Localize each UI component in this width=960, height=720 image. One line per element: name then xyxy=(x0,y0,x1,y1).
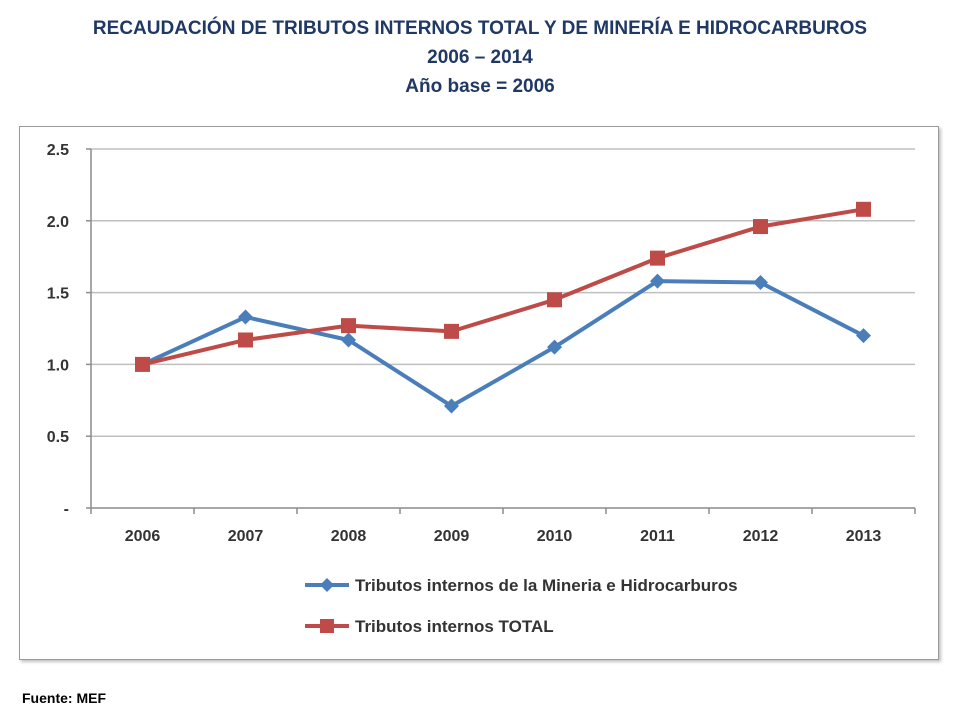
y-tick-label: - xyxy=(64,501,69,518)
chart-period: 2006 – 2014 xyxy=(427,47,533,68)
series-2-point xyxy=(238,332,253,348)
series-line-1 xyxy=(141,279,865,409)
series-2-point xyxy=(650,250,665,266)
x-tick-label: 2006 xyxy=(125,528,161,545)
chart-title-block: RECAUDACIÓN DE TRIBUTOS INTERNOS TOTAL Y… xyxy=(0,14,960,101)
legend: Tributos internos de la Mineria e Hidroc… xyxy=(305,576,738,636)
legend-label-2: Tributos internos TOTAL xyxy=(355,617,554,636)
x-tick-label: 2009 xyxy=(434,528,470,545)
x-tick-label: 2010 xyxy=(537,528,573,545)
legend-marker-2 xyxy=(320,619,334,633)
y-tick-label: 1.0 xyxy=(47,357,69,374)
series-1-point xyxy=(341,332,356,348)
series-2-point xyxy=(547,292,562,308)
x-tick-label: 2011 xyxy=(640,528,675,545)
y-tick-label: 2.5 xyxy=(47,142,69,159)
series-1-point xyxy=(547,339,562,355)
y-tick-label: 0.5 xyxy=(47,429,69,446)
y-tick-label: 2.0 xyxy=(47,214,69,231)
grid-layer xyxy=(91,148,915,437)
x-tick-label: 2007 xyxy=(228,528,264,545)
axis-layer: - 0.5 1.0 1.5 2.0 2.5 2006 2007 2008 2009 2010 2011… xyxy=(47,142,916,545)
series-2-point xyxy=(856,201,871,217)
legend-label-1: Tributos internos de la Mineria e Hidroc… xyxy=(355,576,738,595)
series-2-point xyxy=(753,219,768,235)
x-tick-label: 2008 xyxy=(331,528,367,545)
series-1-point xyxy=(753,275,768,291)
y-tick-label: 1.5 xyxy=(47,286,69,303)
x-tick-label: 2012 xyxy=(743,528,779,545)
series-layer xyxy=(135,201,871,414)
series-1-point xyxy=(444,398,459,414)
x-tick-label: 2013 xyxy=(846,528,882,545)
series-1-point xyxy=(856,328,871,344)
chart-title: RECAUDACIÓN DE TRIBUTOS INTERNOS TOTAL Y… xyxy=(92,18,868,39)
chart-frame: - 0.5 1.0 1.5 2.0 2.5 2006 2007 2008 2009 2010 2011… xyxy=(19,126,939,660)
series-2-point xyxy=(135,356,150,372)
series-line-2 xyxy=(142,207,864,367)
line-chart: - 0.5 1.0 1.5 2.0 2.5 2006 2007 2008 2009 2010 2011… xyxy=(47,142,916,636)
chart-base-year: Año base = 2006 xyxy=(405,76,555,97)
series-1-point xyxy=(238,309,253,325)
series-2-point xyxy=(444,323,459,339)
series-2-point xyxy=(341,318,356,334)
source-note: Fuente: MEF xyxy=(22,690,106,706)
series-1-point xyxy=(650,273,665,289)
legend-marker-1 xyxy=(320,578,334,592)
